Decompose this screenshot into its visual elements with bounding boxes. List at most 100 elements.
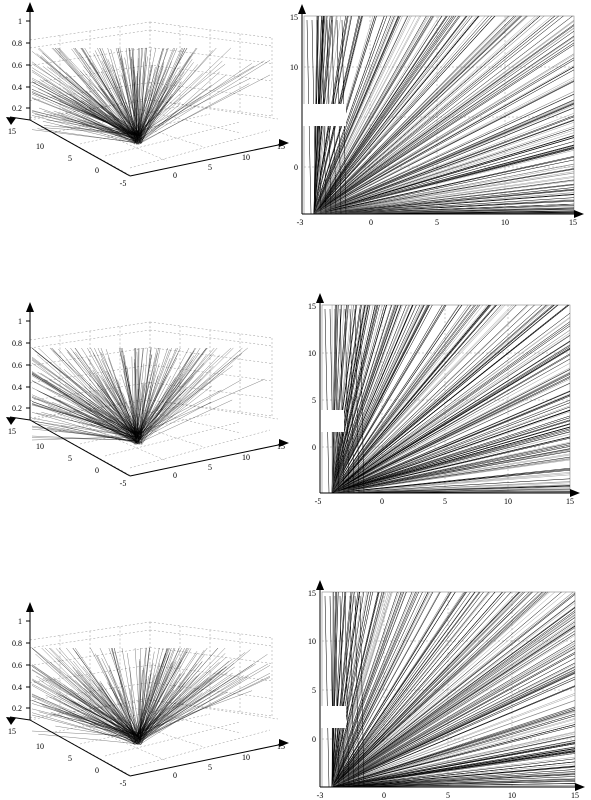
ray (331, 776, 576, 788)
surface-ray (138, 648, 192, 744)
ray (313, 187, 575, 215)
grid-line (29, 697, 151, 721)
ray (331, 741, 576, 788)
surface-ray (141, 78, 251, 134)
x-tick-label: 15 (569, 218, 577, 227)
grid-line (149, 364, 273, 382)
ray (331, 591, 517, 788)
ray (331, 662, 576, 788)
y-tick-label: 15 (277, 142, 285, 151)
grid-line (149, 82, 273, 99)
surface-ray (84, 692, 140, 738)
arrow-head (6, 417, 16, 425)
ray (331, 591, 398, 788)
ray (313, 15, 479, 215)
surface-ray (108, 670, 139, 737)
ray (331, 304, 496, 494)
surface-ray (139, 678, 209, 741)
surface-ray (132, 79, 136, 136)
ray (331, 718, 576, 788)
ray (331, 591, 414, 788)
surface-ray (139, 647, 169, 738)
ray (331, 591, 489, 788)
ray (331, 448, 571, 494)
grid-line (149, 21, 273, 39)
ray (313, 66, 575, 215)
ray (331, 591, 480, 788)
ray (331, 409, 571, 494)
ray (313, 107, 575, 215)
ray (331, 304, 349, 494)
surface-ray (140, 649, 205, 744)
z-tick-label: 1 (18, 617, 22, 626)
ray (331, 591, 407, 788)
grid-line (149, 399, 273, 417)
surface-ray (31, 79, 143, 139)
surface-ray (134, 399, 182, 445)
ray (331, 304, 484, 494)
surface-ray (138, 647, 172, 743)
ray (313, 15, 518, 215)
ray (331, 621, 576, 788)
ray (313, 171, 575, 215)
rays (324, 591, 576, 788)
ray (331, 625, 576, 788)
y-tick-label: 10 (242, 453, 250, 462)
ray (313, 53, 575, 215)
x-tick-label: 5 (446, 791, 450, 800)
ray (313, 94, 575, 215)
surface-ray (55, 47, 135, 139)
surface-ray (121, 75, 141, 135)
ray (331, 769, 576, 788)
surface-ray (139, 59, 193, 135)
ray (313, 168, 575, 215)
surface-ray (101, 359, 141, 440)
grid-line (149, 329, 273, 347)
ray (331, 715, 576, 788)
x-tick-label: 5 (68, 154, 72, 163)
surface-ray (129, 688, 139, 736)
ray (331, 304, 421, 494)
y-axis (129, 443, 284, 477)
ray (313, 115, 575, 215)
surface-ray (88, 385, 139, 439)
ray (331, 735, 576, 788)
y-tick-label: 10 (308, 637, 316, 646)
grid-line (149, 347, 273, 364)
surface-ray (123, 370, 136, 434)
surface-ray (53, 677, 135, 735)
surface-ray (138, 647, 185, 741)
ray (313, 177, 575, 215)
ray (331, 346, 571, 494)
ray (331, 591, 574, 788)
ray (331, 591, 533, 788)
ray (313, 150, 575, 215)
ray (331, 304, 410, 494)
ray (331, 591, 416, 788)
ray (313, 15, 556, 215)
ray (331, 415, 571, 494)
ray (313, 15, 421, 215)
ray (313, 80, 575, 215)
ray (331, 304, 345, 494)
ray (331, 304, 388, 494)
ray (331, 591, 383, 788)
surface-ray (141, 382, 144, 445)
ray (359, 595, 365, 788)
ray (313, 15, 564, 215)
ray (344, 595, 350, 788)
ray (331, 304, 366, 494)
x-tick-label: -5 (120, 479, 127, 488)
ray (331, 417, 571, 494)
arrow-head (316, 293, 324, 303)
ray (331, 304, 535, 494)
z-tick-label: 0.2 (12, 704, 22, 713)
x-tick-label: 15 (8, 427, 16, 436)
surface-ray (31, 380, 136, 438)
surface-ray (115, 75, 136, 142)
surface-ray (124, 57, 141, 134)
ray (331, 591, 363, 788)
ray (313, 15, 435, 215)
surface-ray (121, 647, 137, 734)
x-tick-label: 15 (571, 791, 579, 800)
